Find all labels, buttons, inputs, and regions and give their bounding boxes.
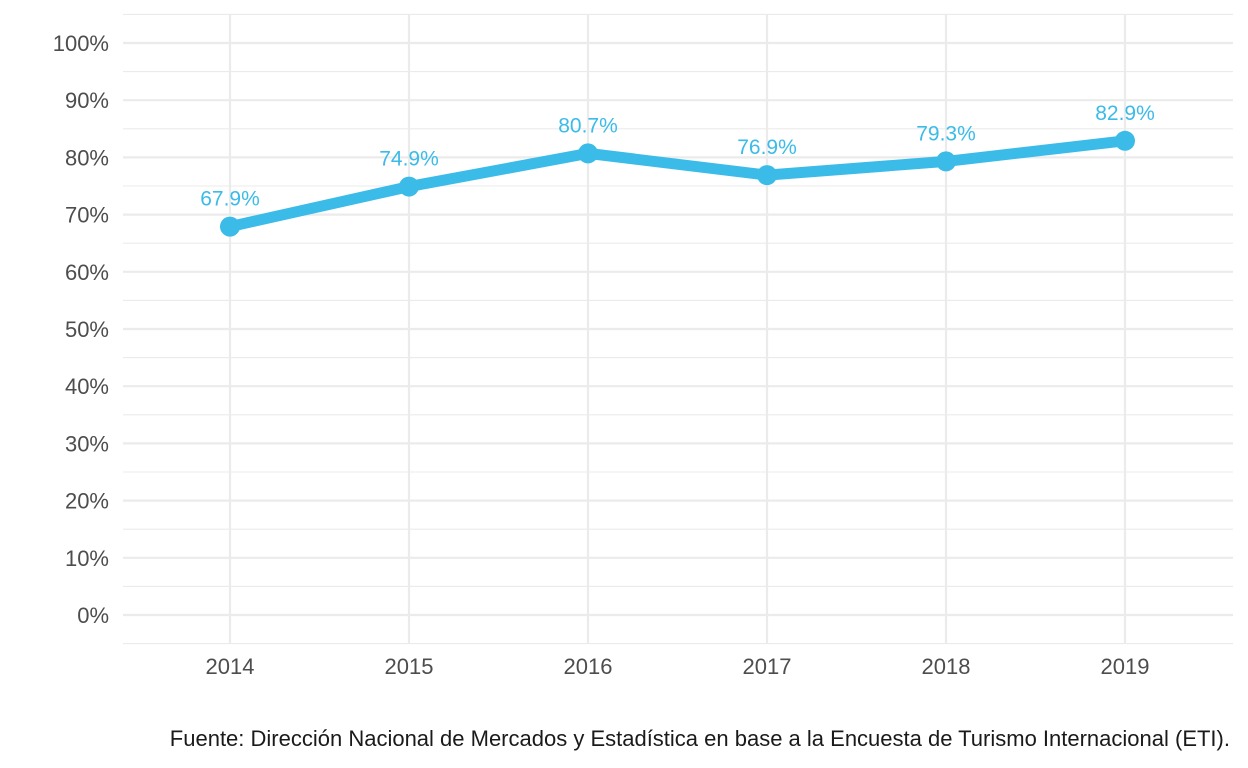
- y-tick-label: 10%: [65, 546, 109, 571]
- y-tick-label: 80%: [65, 145, 109, 170]
- data-label: 82.9%: [1095, 102, 1155, 125]
- y-tick-label: 100%: [53, 31, 109, 56]
- data-labels: 67.9% 74.9% 80.7% 76.9% 79.3% 82.9%: [200, 102, 1155, 211]
- y-tick-label: 40%: [65, 374, 109, 399]
- y-tick-label: 60%: [65, 260, 109, 285]
- y-tick-label: 90%: [65, 88, 109, 113]
- data-label: 74.9%: [379, 148, 439, 171]
- x-tick-label: 2019: [1101, 654, 1150, 679]
- x-axis-tick-labels: 2014 2015 2016 2017 2018 2019: [206, 654, 1150, 679]
- y-tick-label: 30%: [65, 431, 109, 456]
- y-tick-label: 50%: [65, 317, 109, 342]
- data-point: [1115, 130, 1135, 151]
- x-tick-label: 2016: [564, 654, 613, 679]
- series-line-path: [224, 135, 1131, 233]
- data-point: [220, 216, 240, 237]
- series-points: [220, 130, 1135, 237]
- grid-lines: [123, 13, 1233, 645]
- y-tick-label: 20%: [65, 489, 109, 514]
- x-tick-label: 2018: [922, 654, 971, 679]
- x-tick-label: 2017: [743, 654, 792, 679]
- x-tick-label: 2014: [206, 654, 255, 679]
- data-label: 67.9%: [200, 188, 260, 211]
- y-tick-label: 70%: [65, 203, 109, 228]
- x-tick-label: 2015: [385, 654, 434, 679]
- data-label: 80.7%: [558, 114, 618, 137]
- y-tick-label: 0%: [77, 603, 109, 628]
- data-point: [757, 165, 777, 186]
- data-label: 79.3%: [916, 122, 976, 145]
- source-caption: Fuente: Dirección Nacional de Mercados y…: [169, 726, 1230, 751]
- data-point: [399, 176, 419, 197]
- data-label: 76.9%: [737, 136, 797, 159]
- data-point: [578, 143, 598, 164]
- data-point: [936, 151, 956, 172]
- y-axis-tick-labels: 0% 10% 20% 30% 40% 50% 60% 70% 80% 90% 100%: [53, 31, 109, 628]
- series-line: [224, 135, 1131, 233]
